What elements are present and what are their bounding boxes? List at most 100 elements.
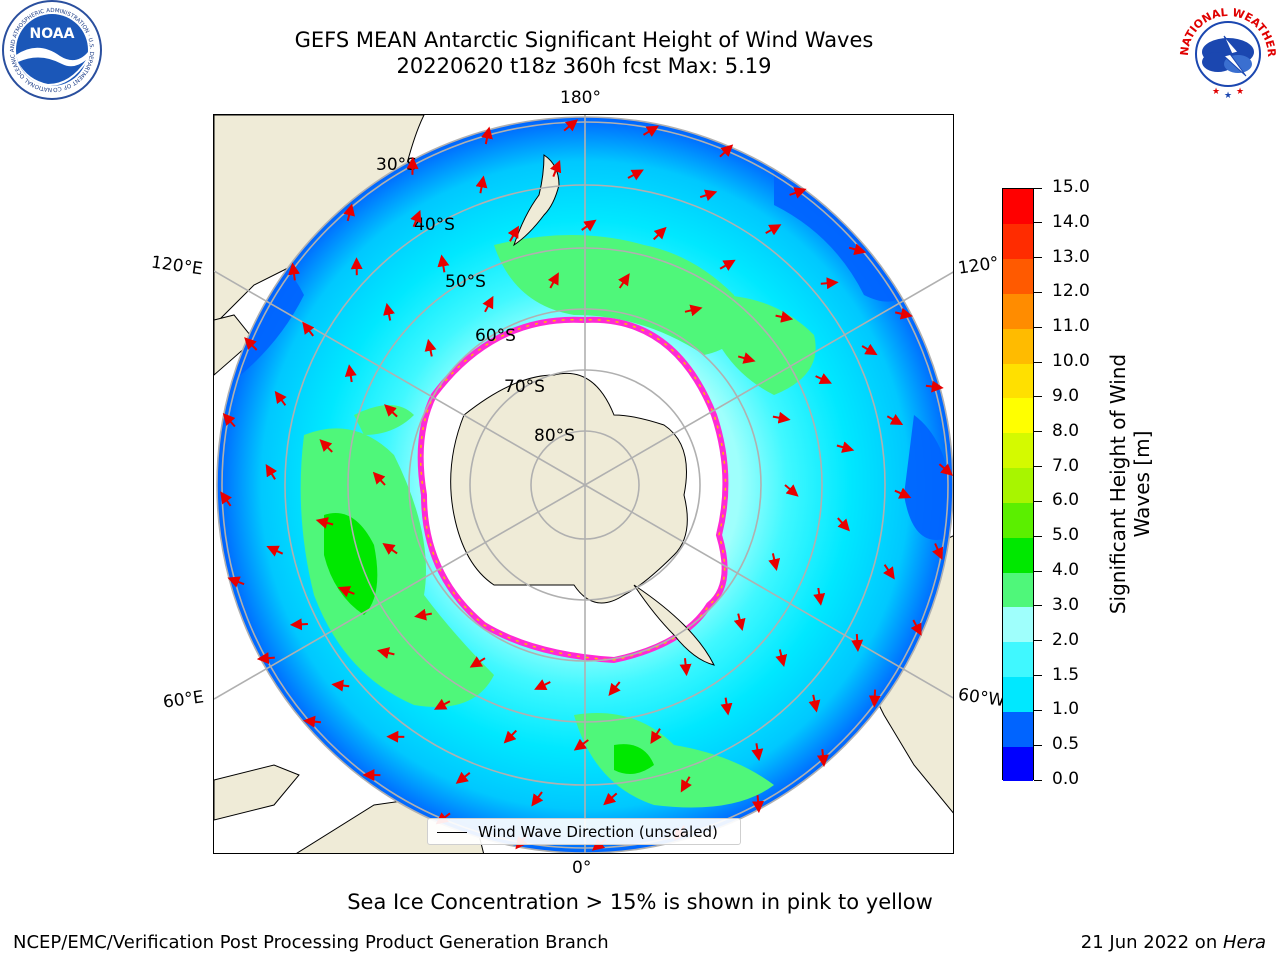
wind-wave-arrow <box>808 694 821 713</box>
wind-wave-arrow <box>256 652 275 665</box>
wind-wave-arrow <box>382 543 398 555</box>
svg-text:★: ★ <box>1212 87 1220 97</box>
wind-wave-arrow <box>563 119 579 132</box>
wind-wave-arrow <box>680 776 692 793</box>
wind-wave-arrow <box>433 698 451 710</box>
wind-wave-arrow <box>851 634 864 652</box>
wind-wave-arrow <box>650 728 662 744</box>
wind-wave-arrow <box>765 224 782 236</box>
lon-label-60e: 60°E <box>161 687 206 713</box>
wind-wave-arrow <box>337 586 355 598</box>
wind-wave-arrow <box>679 658 692 677</box>
wind-wave-arrow <box>932 543 944 560</box>
colorbar-tick <box>1034 361 1042 363</box>
wind-wave-arrow <box>482 295 494 313</box>
wind-wave-arrow <box>475 175 488 194</box>
colorbar-tick <box>1034 187 1042 189</box>
colorbar-segment <box>1003 746 1033 782</box>
wind-wave-arrow <box>883 564 895 580</box>
wind-wave-arrow <box>222 413 236 428</box>
colorbar-tick-label: 6.0 <box>1052 490 1080 511</box>
legend-label: Wind Wave Direction (unscaled) <box>478 823 718 841</box>
wind-wave-arrow <box>642 125 659 137</box>
colorbar-label: Significant Height of Wind Waves [m] <box>1106 354 1154 614</box>
wind-wave-arrow <box>227 576 245 588</box>
colorbar-segment <box>1003 711 1033 747</box>
wind-wave-arrow <box>719 144 734 158</box>
footer-credit: NCEP/EMC/Verification Post Processing Pr… <box>13 932 609 953</box>
lat-label-70s: 70°S <box>504 377 545 397</box>
colorbar-tick <box>1034 779 1042 781</box>
wind-wave-arrow <box>653 226 667 241</box>
colorbar-tick-label: 15.0 <box>1052 177 1090 197</box>
wind-wave-arrow <box>910 619 922 636</box>
wind-wave-arrow <box>938 463 953 476</box>
polar-map: 30°S 40°S 50°S 60°S 70°S 80°S <box>213 114 954 854</box>
colorbar-tick-label: 13.0 <box>1052 246 1090 267</box>
lon-label-120w: 120° <box>956 253 1001 279</box>
colorbar-tick-label: 1.0 <box>1052 699 1080 720</box>
colorbar-tick <box>1034 640 1042 642</box>
noaa-logo-text: NOAA <box>30 26 75 42</box>
wind-wave-arrow <box>303 715 322 728</box>
lon-label-60w: 60°W <box>956 684 1007 712</box>
wind-wave-arrow <box>816 748 829 767</box>
wind-wave-arrow <box>344 364 357 383</box>
wind-wave-arrow <box>531 791 544 807</box>
colorbar-segment <box>1003 572 1033 608</box>
lon-label-180: 180° <box>560 88 601 108</box>
colorbar-tick <box>1034 744 1042 746</box>
colorbar-tick <box>1034 222 1042 224</box>
legend-line-sample <box>437 832 467 833</box>
wind-wave-arrow <box>220 491 232 507</box>
wind-wave-arrow <box>603 792 618 806</box>
footer-host: Hera <box>1222 932 1266 953</box>
colorbar <box>1002 188 1034 782</box>
map-legend: Wind Wave Direction (unscaled) <box>427 818 741 845</box>
wind-wave-arrow <box>343 203 355 222</box>
colorbar-tick-label: 1.5 <box>1052 664 1080 685</box>
wind-wave-arrow <box>815 373 832 385</box>
polar-map-svg: 30°S 40°S 50°S 60°S 70°S 80°S <box>214 115 953 853</box>
land-antarctica <box>450 372 688 604</box>
wind-wave-arrow <box>507 225 519 242</box>
wind-wave-arrow <box>469 656 486 668</box>
svg-text:★: ★ <box>1236 87 1244 97</box>
wind-wave-arrow <box>534 679 551 691</box>
footer-timestamp: 21 Jun 2022 on Hera <box>1081 932 1266 953</box>
colorbar-segment <box>1003 397 1033 434</box>
wind-wave-arrow <box>331 679 350 692</box>
wind-wave-arrow <box>437 254 450 273</box>
colorbar-tick-label: 0.5 <box>1052 734 1080 755</box>
colorbar-tick <box>1034 709 1042 711</box>
wind-wave-arrow <box>265 463 278 480</box>
colorbar-tick <box>1034 291 1042 293</box>
nws-logo: NATIONAL WEATHER SERVICE ★ ★ ★ <box>1176 0 1278 102</box>
colorbar-segment <box>1003 641 1033 678</box>
colorbar-tick <box>1034 326 1042 328</box>
wind-wave-arrow <box>820 277 839 290</box>
wind-wave-arrow <box>608 681 621 696</box>
colorbar-tick <box>1034 535 1042 537</box>
wind-wave-arrow <box>289 618 308 631</box>
wind-wave-arrow <box>861 343 878 356</box>
colorbar-tick-label: 14.0 <box>1052 211 1090 232</box>
wind-wave-arrow <box>775 310 794 323</box>
meridian-lines <box>214 115 953 853</box>
wind-wave-arrow <box>894 487 912 499</box>
wind-wave-arrow <box>384 404 398 418</box>
wind-wave-arrow <box>274 390 287 406</box>
wind-wave-arrow <box>481 126 493 145</box>
noaa-logo: NOAA NATIONAL OCEANIC AND ATMOSPHERIC AD… <box>0 0 102 100</box>
colorbar-tick <box>1034 396 1042 398</box>
colorbar-tick <box>1034 431 1042 433</box>
colorbar-tick <box>1034 675 1042 677</box>
chart-title: GEFS MEAN Antarctic Significant Height o… <box>294 28 874 52</box>
colorbar-segment <box>1003 502 1033 538</box>
wind-wave-arrows <box>220 119 953 851</box>
wind-wave-arrow <box>455 771 471 784</box>
lat-label-60s: 60°S <box>475 326 516 346</box>
colorbar-segment <box>1003 432 1033 469</box>
land-madagascar <box>214 764 300 821</box>
lat-label-50s: 50°S <box>445 272 486 292</box>
